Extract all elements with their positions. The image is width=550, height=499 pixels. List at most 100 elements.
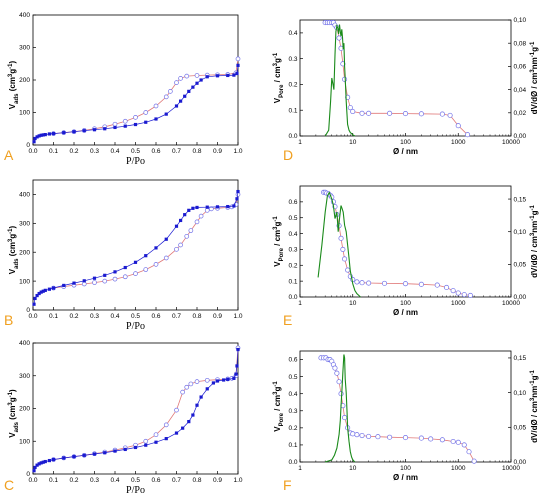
x-tick-label: 0.0 <box>28 477 37 484</box>
adsorption-point <box>195 403 199 407</box>
cumulative-volume-point <box>387 110 393 116</box>
plot-frame <box>32 342 239 475</box>
cumulative-volume-point <box>402 435 409 441</box>
desorption-point <box>153 432 159 438</box>
y-right-tick-label: 0,08 <box>514 40 527 47</box>
cumulative-volume-point <box>342 256 348 262</box>
desorption-point <box>174 246 179 252</box>
desorption-point <box>153 103 159 109</box>
y-right-tick-label: 0,00 <box>514 294 527 301</box>
adsorption-point <box>133 122 138 127</box>
adsorption-point <box>235 364 239 368</box>
y-tick-label: 0 <box>26 471 30 478</box>
plot-frame <box>299 350 512 463</box>
cumulative-volume-point <box>350 431 356 437</box>
x-tick-label: 0.3 <box>90 313 99 320</box>
desorption-point <box>81 281 87 287</box>
adsorption-point <box>236 63 240 67</box>
panel-letter-f: F <box>283 477 292 493</box>
pore-size-distribution-line <box>325 354 356 463</box>
desorption-point <box>198 213 204 219</box>
y-left-tick-label: 0.3 <box>288 247 297 254</box>
cumulative-volume-point <box>342 415 348 421</box>
cumulative-volume-point <box>338 235 344 241</box>
x-tick-label: 0.4 <box>110 148 119 155</box>
desorption-point <box>178 76 183 81</box>
adsorption-point <box>47 132 51 136</box>
cumulative-volume-point <box>338 391 344 397</box>
desorption-point <box>143 438 149 444</box>
y-left-axis-label: VPore / cm3g-1 <box>273 381 285 432</box>
y-tick-label: 300 <box>19 45 30 52</box>
x-tick-label: 1 <box>298 300 302 307</box>
desorption-point <box>112 276 118 282</box>
desorption-point <box>168 89 173 94</box>
y-right-tick-label: 0,15 <box>514 355 527 362</box>
adsorption-point <box>72 455 76 459</box>
x-tick-label: 0.2 <box>69 477 78 484</box>
x-tick-label: 0.8 <box>192 313 201 320</box>
adsorption-point <box>82 279 86 283</box>
panel-f: 1 10 100 1000 10000 0.0 0.1 0.2 0.3 0.4 0.5 0.6 0,00… <box>273 350 539 482</box>
x-tick-label: 1.0 <box>233 148 242 155</box>
adsorption-point <box>39 133 43 137</box>
desorption-point <box>122 118 128 124</box>
cumulative-volume-point <box>340 246 346 252</box>
y-left-tick-label: 0.1 <box>288 107 297 114</box>
y-left-tick-label: 0.1 <box>288 442 297 449</box>
cumulative-volume-point <box>455 439 461 445</box>
x-tick-label: 10000 <box>502 300 520 307</box>
adsorption-point <box>92 276 97 280</box>
adsorption-point <box>222 378 226 382</box>
adsorption-point <box>41 289 45 293</box>
cumulative-volume-point <box>359 280 365 286</box>
adsorption-point <box>195 81 199 85</box>
cumulative-volume-point <box>461 292 467 298</box>
panel-letter-d: D <box>283 147 293 163</box>
desorption-point <box>194 219 200 225</box>
panel-letter-a: A <box>4 147 14 163</box>
cumulative-volume-point <box>359 110 365 116</box>
y-left-tick-label: 0.3 <box>288 56 297 63</box>
y-left-tick-label: 0.0 <box>288 133 297 140</box>
adsorption-point <box>37 291 41 296</box>
cumulative-volume-point <box>342 76 348 82</box>
adsorption-point <box>187 420 191 424</box>
x-tick-label: 0.1 <box>49 148 58 155</box>
y-right-tick-label: 0,02 <box>514 110 527 117</box>
adsorption-point <box>226 377 230 381</box>
y-axis-label: Vads (cm3g-1) <box>8 225 20 274</box>
x-tick-label: 1000 <box>451 139 466 146</box>
x-tick-label: 0.7 <box>172 313 181 320</box>
adsorption-point <box>232 376 236 380</box>
x-tick-label: 1000 <box>451 300 466 307</box>
cumulative-volume-point <box>428 436 434 442</box>
panel-letter-b: B <box>4 312 13 328</box>
cumulative-volume-point <box>347 105 353 111</box>
x-tick-label: 0.6 <box>151 148 160 155</box>
adsorption-point <box>113 270 117 274</box>
y-tick-label: 400 <box>19 340 30 347</box>
cumulative-volume-point <box>381 280 388 286</box>
cumulative-volume-point <box>366 110 372 116</box>
desorption-point <box>184 73 190 79</box>
adsorption-point <box>179 218 183 223</box>
x-axis-label: P/Po <box>126 485 145 496</box>
adsorption-point <box>51 457 56 462</box>
cumulative-volume-point <box>375 434 381 440</box>
x-tick-label: 10 <box>349 465 357 472</box>
y-left-tick-label: 0.1 <box>288 278 297 285</box>
adsorption-point <box>33 296 37 301</box>
y-left-tick-label: 0.0 <box>288 459 297 466</box>
cumulative-volume-point <box>354 432 360 438</box>
x-tick-label: 100 <box>400 300 411 307</box>
cumulative-volume-point <box>336 379 342 385</box>
y-right-tick-label: 0,10 <box>514 229 527 236</box>
y-axis-label: Vads (cm3g-1) <box>8 60 20 109</box>
cumulative-volume-point <box>418 435 424 441</box>
adsorption-point <box>62 283 66 288</box>
adsorption-point <box>234 372 238 376</box>
desorption-line <box>53 58 239 134</box>
adsorption-point <box>43 133 47 137</box>
adsorption-point <box>123 124 127 128</box>
